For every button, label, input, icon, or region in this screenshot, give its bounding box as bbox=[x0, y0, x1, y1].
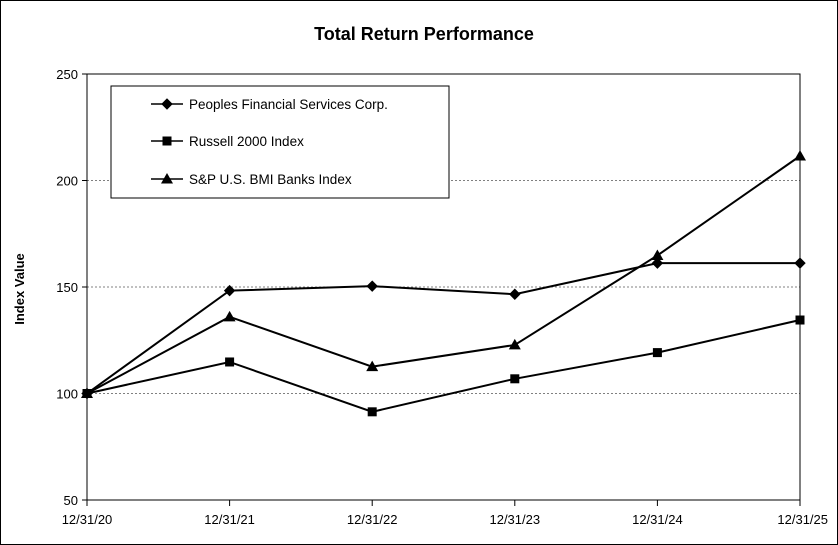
data-point-square bbox=[652, 348, 662, 358]
data-point-diamond bbox=[509, 288, 521, 300]
x-tick-label: 12/31/20 bbox=[62, 512, 113, 527]
legend-label: S&P U.S. BMI Banks Index bbox=[189, 172, 352, 187]
x-tick-label: 12/31/25 bbox=[777, 512, 828, 527]
y-tick-label: 100 bbox=[56, 387, 78, 402]
gridlines bbox=[87, 180, 800, 394]
data-point-triangle bbox=[81, 387, 93, 398]
data-point-diamond bbox=[366, 280, 378, 292]
chart-title: Total Return Performance bbox=[314, 24, 534, 44]
x-tick-label: 12/31/23 bbox=[489, 512, 540, 527]
x-tick-label: 12/31/22 bbox=[347, 512, 398, 527]
y-tick-label: 250 bbox=[56, 67, 78, 82]
data-point-triangle bbox=[366, 360, 379, 372]
data-point-diamond bbox=[223, 284, 236, 297]
data-point-square bbox=[225, 357, 235, 367]
legend: Peoples Financial Services Corp. Russell … bbox=[110, 85, 450, 199]
y-axis-label: Index Value bbox=[12, 253, 27, 325]
axis-ticks: 50 100 150 200 250 12/31/20 12/31/21 12/31/22 12… bbox=[56, 67, 828, 527]
data-point-square bbox=[510, 374, 520, 384]
legend-label: Russell 2000 Index bbox=[189, 134, 304, 149]
legend-marker-diamond bbox=[161, 98, 173, 110]
x-tick-label: 12/31/21 bbox=[204, 512, 255, 527]
data-point-square bbox=[795, 315, 805, 325]
series-line-3 bbox=[86, 155, 801, 395]
legend-marker-triangle bbox=[161, 173, 173, 184]
y-tick-label: 50 bbox=[64, 493, 78, 508]
data-point-triangle bbox=[794, 150, 806, 161]
data-point-diamond bbox=[651, 257, 664, 269]
data-point-diamond bbox=[794, 257, 806, 269]
y-tick-label: 150 bbox=[56, 280, 78, 295]
legend-label: Peoples Financial Services Corp. bbox=[189, 97, 388, 112]
legend-marker-square bbox=[162, 136, 172, 146]
data-point-square bbox=[367, 407, 377, 417]
x-tick-label: 12/31/24 bbox=[632, 512, 683, 527]
data-point-triangle bbox=[508, 338, 521, 350]
y-tick-label: 200 bbox=[56, 174, 78, 189]
series-line-1 bbox=[86, 262, 800, 395]
data-point-triangle bbox=[651, 249, 664, 260]
series-line-2 bbox=[86, 319, 801, 413]
data-point-triangle bbox=[223, 310, 236, 322]
series-lines bbox=[81, 150, 806, 417]
